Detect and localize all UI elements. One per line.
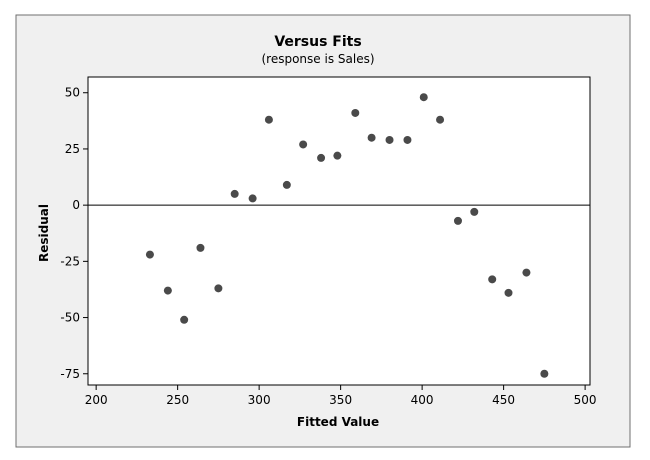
chart-subtitle: (response is Sales) xyxy=(261,52,374,66)
data-point xyxy=(453,216,462,225)
data-point xyxy=(317,153,326,162)
data-point xyxy=(214,284,223,293)
data-point xyxy=(180,315,189,324)
y-tick-label: 0 xyxy=(72,198,80,212)
x-tick-label: 450 xyxy=(492,393,515,407)
data-point xyxy=(522,268,531,277)
y-tick-label: 50 xyxy=(65,86,80,100)
data-point xyxy=(282,180,291,189)
x-tick-label: 350 xyxy=(329,393,352,407)
x-axis-ticks: 200 250 300 350 400 450 500 xyxy=(85,385,597,407)
data-points xyxy=(145,93,549,378)
data-point xyxy=(436,115,445,124)
plot-area xyxy=(87,76,591,386)
data-point xyxy=(385,135,394,144)
x-tick-label: 400 xyxy=(411,393,434,407)
y-tick-label: -75 xyxy=(60,367,80,381)
data-point xyxy=(470,207,479,216)
x-tick-label: 500 xyxy=(574,393,597,407)
x-axis-label: Fitted Value xyxy=(297,415,379,429)
data-point xyxy=(299,140,308,149)
y-axis-ticks: 50 25 0 -25 -50 -75 xyxy=(60,86,88,381)
data-point xyxy=(488,275,497,284)
data-point xyxy=(504,288,513,297)
y-tick-label: 25 xyxy=(65,142,80,156)
data-point xyxy=(351,108,360,117)
x-tick-label: 200 xyxy=(85,393,108,407)
x-tick-label: 250 xyxy=(166,393,189,407)
data-point xyxy=(196,243,205,252)
data-point xyxy=(248,194,257,203)
data-point xyxy=(230,189,239,198)
y-axis-label: Residual xyxy=(37,204,51,262)
x-tick-label: 300 xyxy=(248,393,271,407)
data-point xyxy=(163,286,172,295)
chart-title: Versus Fits xyxy=(274,34,361,50)
data-point xyxy=(145,250,154,259)
data-point xyxy=(367,133,376,142)
data-point xyxy=(403,135,412,144)
y-tick-label: -50 xyxy=(60,311,80,325)
data-point xyxy=(419,93,428,102)
data-point xyxy=(264,115,273,124)
y-tick-label: -25 xyxy=(60,254,80,268)
data-point xyxy=(540,369,549,378)
data-point xyxy=(333,151,342,160)
